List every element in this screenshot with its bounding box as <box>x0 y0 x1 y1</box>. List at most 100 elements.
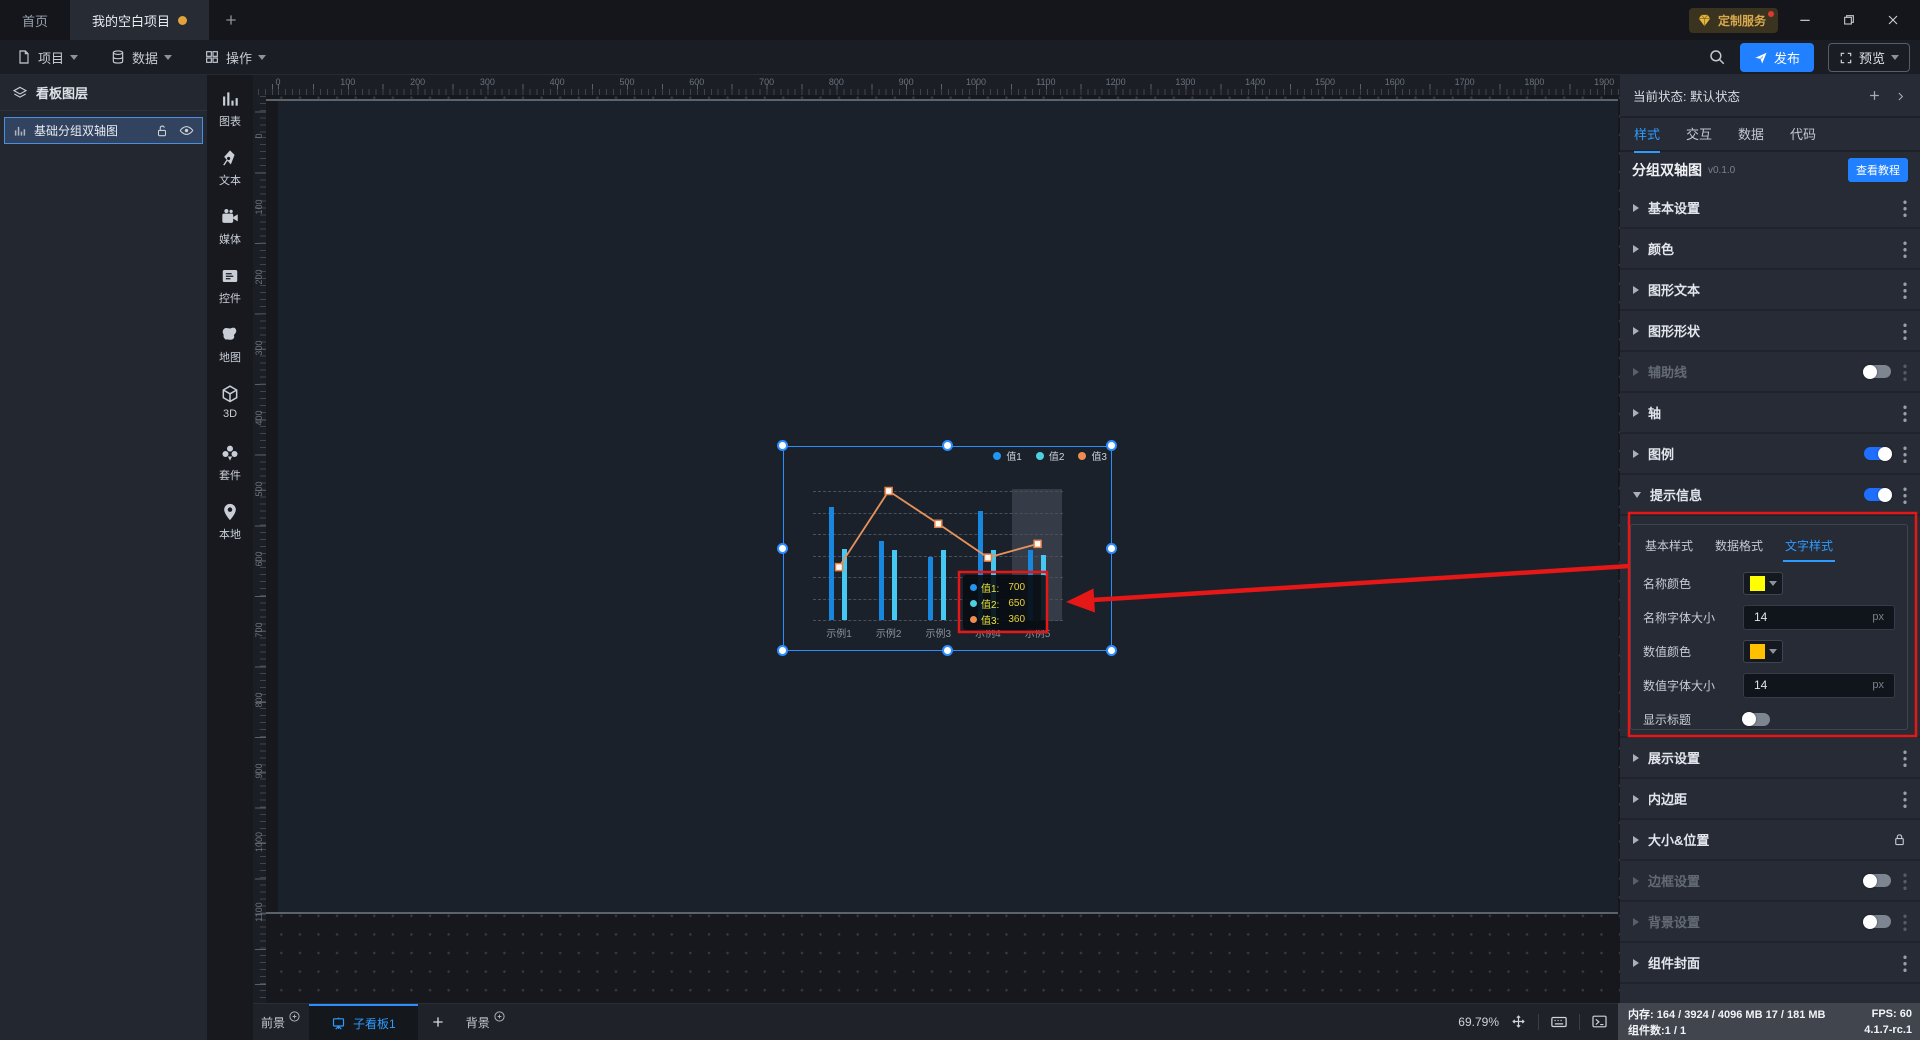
publish-button[interactable]: 发布 <box>1739 42 1814 72</box>
section-颜色[interactable]: 颜色 <box>1620 229 1920 270</box>
section-menu-icon[interactable] <box>1903 912 1907 931</box>
selection-handle[interactable] <box>777 542 788 554</box>
bar-series1[interactable] <box>928 557 934 620</box>
bar-series1[interactable] <box>977 511 983 620</box>
settings-tab-交互[interactable]: 交互 <box>1686 127 1713 142</box>
toolbox-item-套件[interactable]: 套件 <box>207 441 253 500</box>
toolbox-item-3D[interactable]: 3D <box>207 382 253 441</box>
number-input[interactable]: 14 px <box>1743 604 1895 630</box>
toolbox-item-本地[interactable]: 本地 <box>207 500 253 559</box>
console-icon[interactable] <box>1591 1013 1608 1031</box>
number-input[interactable]: 14 px <box>1743 672 1895 698</box>
section-menu-icon[interactable] <box>1903 789 1907 808</box>
selection-handle[interactable] <box>941 440 953 451</box>
section-menu-icon[interactable] <box>1903 485 1907 504</box>
section-提示信息[interactable]: 提示信息 <box>1620 475 1920 516</box>
eye-icon[interactable] <box>179 123 194 138</box>
toggle-switch[interactable] <box>1863 873 1891 888</box>
section-menu-icon[interactable] <box>1903 748 1907 767</box>
bar-series2[interactable] <box>941 550 947 620</box>
tab-project[interactable]: 我的空白项目 <box>70 0 210 40</box>
section-内边距[interactable]: 内边距 <box>1620 779 1920 820</box>
toolbox-item-图表[interactable]: 图表 <box>207 87 253 146</box>
toggle-switch[interactable] <box>1863 364 1891 379</box>
add-foreground-icon[interactable] <box>288 1009 301 1023</box>
section-图形文本[interactable]: 图形文本 <box>1620 270 1920 311</box>
section-图例[interactable]: 图例 <box>1620 434 1920 475</box>
background-label[interactable]: 背景 <box>458 1004 514 1040</box>
foreground-label[interactable]: 前景 <box>253 1004 309 1040</box>
section-menu-icon[interactable] <box>1903 403 1907 422</box>
settings-tab-样式[interactable]: 样式 <box>1634 124 1661 153</box>
tab-home[interactable]: 首页 <box>0 0 70 40</box>
menu-operations[interactable]: 操作 <box>188 40 282 74</box>
keyboard-shortcuts-icon[interactable] <box>1550 1013 1568 1031</box>
preview-button[interactable]: 预览 <box>1827 42 1910 72</box>
add-board-button[interactable] <box>418 1004 458 1040</box>
legend-item[interactable]: 值2 <box>1035 448 1064 463</box>
bar-series2[interactable] <box>842 549 847 620</box>
section-边框设置[interactable]: 边框设置 <box>1620 861 1920 902</box>
chevron-right-icon[interactable] <box>1894 88 1907 102</box>
add-background-icon[interactable] <box>493 1009 506 1023</box>
unlock-icon[interactable] <box>155 123 169 138</box>
section-辅助线[interactable]: 辅助线 <box>1620 352 1920 393</box>
tutorial-button[interactable]: 查看教程 <box>1848 158 1908 182</box>
search-icon[interactable] <box>1708 48 1726 66</box>
section-menu-icon[interactable] <box>1903 953 1907 972</box>
section-图形形状[interactable]: 图形形状 <box>1620 311 1920 352</box>
selection-handle[interactable] <box>1106 645 1117 656</box>
legend-item[interactable]: 值3 <box>1078 448 1107 463</box>
section-menu-icon[interactable] <box>1903 321 1907 340</box>
bar-series1[interactable] <box>878 541 884 620</box>
legend-item[interactable]: 值1 <box>993 448 1022 463</box>
selection-handle[interactable] <box>777 645 788 656</box>
window-restore-button[interactable] <box>1832 5 1866 35</box>
color-picker[interactable] <box>1743 571 1783 595</box>
menu-data[interactable]: 数据 <box>94 40 188 74</box>
toggle-switch[interactable] <box>1742 712 1770 726</box>
section-menu-icon[interactable] <box>1903 198 1907 217</box>
toggle-switch[interactable] <box>1864 446 1892 461</box>
window-minimize-button[interactable] <box>1788 5 1822 35</box>
editor-tab-文字样式[interactable]: 文字样式 <box>1783 533 1836 562</box>
section-展示设置[interactable]: 展示设置 <box>1620 738 1920 779</box>
window-close-button[interactable] <box>1876 5 1910 35</box>
toggle-switch[interactable] <box>1864 487 1892 502</box>
toolbox-item-控件[interactable]: 控件 <box>207 264 253 323</box>
color-picker[interactable] <box>1743 639 1783 663</box>
section-menu-icon[interactable] <box>1903 280 1907 299</box>
editor-tab-数据格式[interactable]: 数据格式 <box>1715 539 1764 553</box>
toolbox-item-媒体[interactable]: 媒体 <box>207 205 253 264</box>
subboard-tab[interactable]: 子看板1 <box>309 1004 418 1040</box>
section-轴[interactable]: 轴 <box>1620 393 1920 434</box>
section-menu-icon[interactable] <box>1903 444 1907 463</box>
custom-service-button[interactable]: 定制服务 <box>1688 7 1778 33</box>
section-基本设置[interactable]: 基本设置 <box>1620 188 1920 229</box>
section-大小&位置[interactable]: 大小&位置 <box>1620 820 1920 861</box>
fit-screen-icon[interactable] <box>1510 1013 1527 1031</box>
section-组件封面[interactable]: 组件封面 <box>1620 943 1920 984</box>
bar-series2[interactable] <box>891 550 897 620</box>
selection-handle[interactable] <box>1106 542 1117 554</box>
toggle-switch[interactable] <box>1863 914 1891 929</box>
layer-item-selected[interactable]: 基础分组双轴图 <box>4 117 203 144</box>
section-menu-icon[interactable] <box>1903 871 1907 890</box>
bar-series1[interactable] <box>829 507 834 620</box>
new-tab-button[interactable] <box>209 0 253 40</box>
section-背景设置[interactable]: 背景设置 <box>1620 902 1920 943</box>
section-menu-icon[interactable] <box>1903 239 1907 258</box>
toolbox-item-文本[interactable]: 文本 <box>207 146 253 205</box>
section-menu-icon[interactable] <box>1903 362 1907 381</box>
dashboard-canvas[interactable] <box>278 100 1618 913</box>
add-state-button[interactable] <box>1867 88 1882 103</box>
selection-box[interactable] <box>783 446 1112 651</box>
lock-icon[interactable] <box>1892 831 1907 849</box>
toolbox-item-地图[interactable]: 地图 <box>207 323 253 382</box>
settings-tab-数据[interactable]: 数据 <box>1738 127 1765 142</box>
selection-handle[interactable] <box>1106 440 1117 451</box>
settings-tab-代码[interactable]: 代码 <box>1790 127 1817 142</box>
editor-tab-基本样式[interactable]: 基本样式 <box>1645 539 1694 553</box>
menu-project[interactable]: 项目 <box>0 40 94 74</box>
selection-handle[interactable] <box>941 645 953 656</box>
